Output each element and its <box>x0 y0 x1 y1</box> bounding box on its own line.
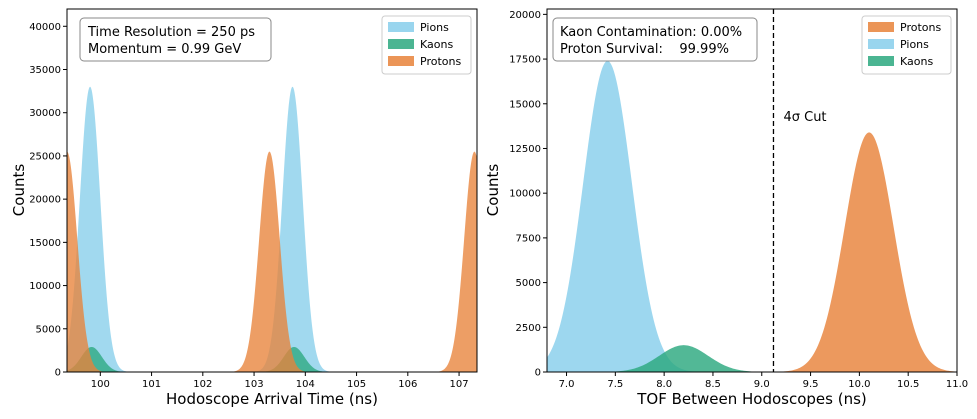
cut-label: 4σ Cut <box>783 110 826 125</box>
left-y-tick-label: 35000 <box>29 65 61 76</box>
right-legend-label-protons: Protons <box>900 21 941 34</box>
left-annotation-line-2: Momentum = 0.99 GeV <box>88 42 241 57</box>
left-x-axis-label: Hodoscope Arrival Time (ns) <box>166 390 378 408</box>
right-legend-swatch-kaons <box>868 56 894 66</box>
right-legend-swatch-pions <box>868 39 894 49</box>
left-kaons-peak-2 <box>250 346 338 372</box>
right-legend-label-kaons: Kaons <box>900 55 933 68</box>
left-protons-peak-2 <box>226 151 313 372</box>
left-legend-swatch-kaons <box>388 39 414 49</box>
left-annotation-box: Time Resolution = 250 ps Momentum = 0.99… <box>79 17 272 62</box>
left-y-tick-label: 15000 <box>29 238 61 249</box>
right-y-tick-label: 5000 <box>516 278 541 289</box>
right-legend-swatch-protons <box>868 22 894 32</box>
left-x-tick-label: 105 <box>347 379 366 390</box>
left-y-tick-label: 25000 <box>29 151 61 162</box>
right-x-axis-label: TOF Between Hodoscopes (ns) <box>636 390 867 408</box>
left-x-tick-label: 101 <box>142 379 161 390</box>
left-x-tick-label: 106 <box>398 379 417 390</box>
right-x-tick-label: 9.0 <box>754 379 770 390</box>
right-y-tick-label: 15000 <box>509 99 541 110</box>
right-x-tick-label: 7.0 <box>559 379 575 390</box>
right-panel: 4σ Cut 7.0 7.5 8.0 8.5 9.0 9.5 10.0 10.5 11.0 0 2… <box>484 8 968 408</box>
right-annotation-line-1: Kaon Contamination: 0.00% <box>560 25 742 40</box>
left-legend-label-protons: Protons <box>420 55 461 68</box>
left-legend-label-pions: Pions <box>420 21 449 34</box>
left-legend-swatch-protons <box>388 56 414 66</box>
left-y-tick-label: 10000 <box>29 281 61 292</box>
right-y-tick-label: 10000 <box>509 189 541 200</box>
left-x-tick-label: 104 <box>296 379 315 390</box>
left-protons-peak-1 <box>67 151 111 372</box>
right-kaons-peak-1 <box>581 345 787 372</box>
left-y-axis-label: Counts <box>10 164 28 217</box>
right-x-tick-label: 7.5 <box>607 379 623 390</box>
left-pions-peak-1 <box>67 86 134 372</box>
right-x-tick-label: 10.0 <box>848 379 870 390</box>
right-x-tick-label: 8.0 <box>656 379 672 390</box>
right-y-tick-label: 2500 <box>516 323 541 334</box>
right-protons-peak-1 <box>766 132 957 372</box>
left-x-tick-label: 103 <box>245 379 264 390</box>
left-y-tick-label: 40000 <box>29 22 61 33</box>
right-x-tick-label: 10.5 <box>897 379 919 390</box>
left-panel: 100 101 102 103 104 105 106 107 0 5000 10000 15000… <box>10 8 478 408</box>
left-annotation-line-1: Time Resolution = 250 ps <box>87 25 255 40</box>
right-y-tick-label: 17500 <box>509 55 541 66</box>
right-annotation-line-2: Proton Survival: 99.99% <box>560 42 729 57</box>
left-axes-frame <box>66 8 478 373</box>
left-x-tick-label: 107 <box>450 379 469 390</box>
right-y-tick-label: 0 <box>535 368 541 379</box>
right-pions-peak-1 <box>547 60 711 372</box>
right-x-tick-label: 9.5 <box>803 379 819 390</box>
right-legend: Protons Pions Kaons <box>861 15 952 75</box>
left-y-tick-label: 20000 <box>29 195 61 206</box>
left-legend-swatch-pions <box>388 22 414 32</box>
left-protons-peak-3 <box>431 151 477 372</box>
right-y-tick-label: 12500 <box>509 144 541 155</box>
right-axes-frame <box>546 8 958 373</box>
right-x-tick-label: 11.0 <box>946 379 968 390</box>
left-x-tick-label: 100 <box>91 379 110 390</box>
right-y-tick-label: 7500 <box>516 233 541 244</box>
right-x-tick-label: 8.5 <box>705 379 721 390</box>
left-x-tick-label: 102 <box>193 379 212 390</box>
left-y-tick-label: 5000 <box>36 324 61 335</box>
right-legend-label-pions: Pions <box>900 38 929 51</box>
right-y-axis-label: Counts <box>484 164 502 217</box>
right-annotation-box: Kaon Contamination: 0.00% Proton Surviva… <box>552 17 758 62</box>
left-legend-label-kaons: Kaons <box>420 38 453 51</box>
right-y-tick-label: 20000 <box>509 10 541 21</box>
left-pions-peak-2 <box>249 86 336 372</box>
left-y-tick-label: 0 <box>55 368 61 379</box>
left-legend: Pions Kaons Protons <box>381 15 472 75</box>
left-y-tick-label: 30000 <box>29 108 61 119</box>
